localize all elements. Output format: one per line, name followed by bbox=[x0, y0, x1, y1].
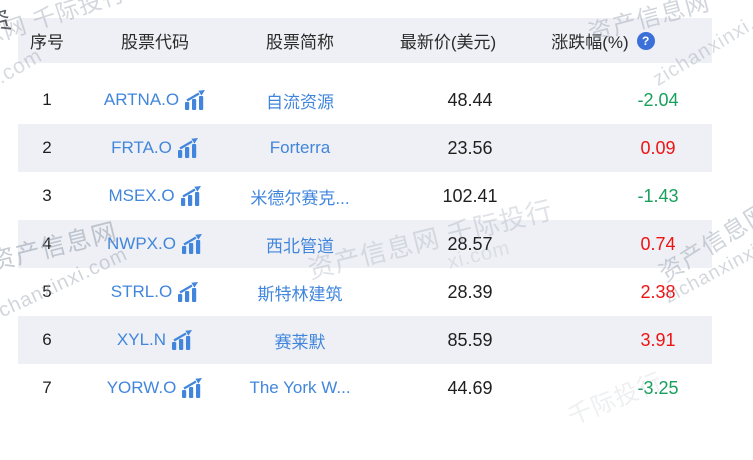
table-row: 5 STRL.O 斯特林建筑 28.39 2.38 bbox=[18, 268, 712, 316]
table-header-row: 序号 股票代码 股票简称 最新价(美元) 涨跌幅(%) ? bbox=[18, 18, 712, 63]
row-index: 4 bbox=[42, 234, 52, 253]
latest-price: 23.56 bbox=[447, 137, 493, 158]
stock-name-cell: Forterra bbox=[234, 138, 366, 158]
change-cell: -3.25 bbox=[574, 378, 712, 399]
stock-code-cell: YORW.O bbox=[76, 378, 234, 398]
stock-name-link[interactable]: 斯特林建筑 bbox=[257, 284, 343, 304]
col-header-price: 最新价(美元) bbox=[366, 28, 574, 53]
stock-name-link[interactable]: 自流资源 bbox=[266, 92, 334, 112]
row-index: 3 bbox=[42, 186, 52, 205]
change-percent: 0.09 bbox=[640, 137, 676, 158]
stock-code-link[interactable]: MSEX.O bbox=[108, 186, 175, 205]
change-cell: 3.91 bbox=[574, 330, 712, 351]
stock-code-link[interactable]: NWPX.O bbox=[107, 234, 176, 253]
change-cell: 0.09 bbox=[574, 138, 712, 159]
change-percent: 2.38 bbox=[640, 281, 676, 302]
col-header-change-label: 涨跌幅(%) bbox=[551, 33, 629, 52]
stock-code-link[interactable]: FRTA.O bbox=[111, 138, 172, 157]
change-cell: -1.43 bbox=[574, 186, 712, 207]
change-percent: -2.04 bbox=[637, 89, 679, 110]
stock-name-link[interactable]: The York W... bbox=[249, 378, 351, 397]
table-body: 1 ARTNA.O 自流资源 48.44 -2.04 2 FRTA.O bbox=[18, 76, 712, 412]
stock-code-cell: FRTA.O bbox=[76, 138, 234, 158]
trend-chart-icon[interactable] bbox=[177, 138, 199, 158]
table-row: 3 MSEX.O 米德尔赛克... 102.41 -1.43 bbox=[18, 172, 712, 220]
trend-chart-icon[interactable] bbox=[182, 378, 203, 398]
stock-name-cell: 斯特林建筑 bbox=[234, 280, 366, 305]
row-index: 7 bbox=[42, 378, 52, 397]
row-index: 6 bbox=[42, 330, 52, 349]
col-header-code-label: 股票代码 bbox=[121, 33, 189, 52]
trend-chart-icon[interactable] bbox=[180, 186, 202, 206]
stock-name-link[interactable]: 西北管道 bbox=[266, 236, 334, 256]
stock-code-link[interactable]: ARTNA.O bbox=[103, 90, 180, 109]
table-row: 2 FRTA.O Forterra 23.56 0.09 bbox=[18, 124, 712, 172]
col-header-change: 涨跌幅(%) ? bbox=[551, 28, 712, 53]
latest-price: 85.59 bbox=[447, 329, 493, 350]
stock-code-cell: ARTNA.O bbox=[76, 90, 234, 110]
stock-code-link[interactable]: XYL.N bbox=[116, 330, 167, 349]
stock-name-link[interactable]: 赛莱默 bbox=[274, 332, 326, 352]
trend-chart-icon[interactable] bbox=[181, 234, 203, 254]
stock-code-link[interactable]: YORW.O bbox=[106, 378, 177, 397]
latest-price: 44.69 bbox=[447, 377, 493, 398]
change-cell: 2.38 bbox=[574, 282, 712, 303]
table-row: 1 ARTNA.O 自流资源 48.44 -2.04 bbox=[18, 76, 712, 124]
stock-name-cell: The York W... bbox=[234, 378, 366, 398]
table-row: 6 XYL.N 赛莱默 85.59 3.91 bbox=[18, 316, 712, 364]
stock-name-cell: 赛莱默 bbox=[234, 328, 366, 353]
col-header-code: 股票代码 bbox=[76, 28, 234, 53]
latest-price: 28.57 bbox=[447, 233, 493, 254]
col-header-name-label: 股票简称 bbox=[266, 33, 334, 52]
stock-name-link[interactable]: Forterra bbox=[269, 138, 331, 157]
change-cell: 0.74 bbox=[574, 234, 712, 255]
change-percent: 0.74 bbox=[640, 233, 676, 254]
latest-price: 48.44 bbox=[447, 89, 493, 110]
trend-chart-icon[interactable] bbox=[178, 282, 199, 302]
table-row: 7 YORW.O The York W... 44.69 -3.25 bbox=[18, 364, 712, 412]
change-percent: 3.91 bbox=[640, 329, 676, 350]
latest-price: 28.39 bbox=[447, 281, 493, 302]
stock-table: 序号 股票代码 股票简称 最新价(美元) 涨跌幅(%) ? 1 ARTNA.O bbox=[18, 18, 712, 412]
col-header-index: 序号 bbox=[18, 28, 76, 53]
col-header-index-label: 序号 bbox=[30, 33, 64, 52]
stock-name-cell: 自流资源 bbox=[234, 88, 366, 113]
help-question-icon[interactable]: ? bbox=[636, 31, 655, 50]
row-index: 1 bbox=[42, 90, 52, 109]
header-body-gap bbox=[18, 63, 712, 76]
stock-code-cell: NWPX.O bbox=[76, 234, 234, 254]
trend-chart-icon[interactable] bbox=[172, 330, 193, 350]
watermark-text: 资 bbox=[0, 5, 16, 40]
stock-name-cell: 西北管道 bbox=[234, 232, 366, 257]
table-row: 4 NWPX.O 西北管道 28.57 0.74 bbox=[18, 220, 712, 268]
col-header-price-label: 最新价(美元) bbox=[399, 33, 497, 52]
stock-code-cell: STRL.O bbox=[76, 282, 234, 302]
stock-code-cell: MSEX.O bbox=[76, 186, 234, 206]
change-percent: -3.25 bbox=[637, 377, 679, 398]
stock-name-link[interactable]: 米德尔赛克... bbox=[250, 188, 350, 208]
stock-name-cell: 米德尔赛克... bbox=[234, 184, 366, 209]
col-header-name: 股票简称 bbox=[234, 28, 366, 53]
row-index: 2 bbox=[42, 138, 52, 157]
latest-price: 102.41 bbox=[442, 185, 498, 206]
change-cell: -2.04 bbox=[574, 90, 712, 111]
stock-code-link[interactable]: STRL.O bbox=[110, 282, 173, 301]
row-index: 5 bbox=[42, 282, 52, 301]
trend-chart-icon[interactable] bbox=[185, 90, 206, 110]
stock-code-cell: XYL.N bbox=[76, 330, 234, 350]
change-percent: -1.43 bbox=[637, 185, 679, 206]
